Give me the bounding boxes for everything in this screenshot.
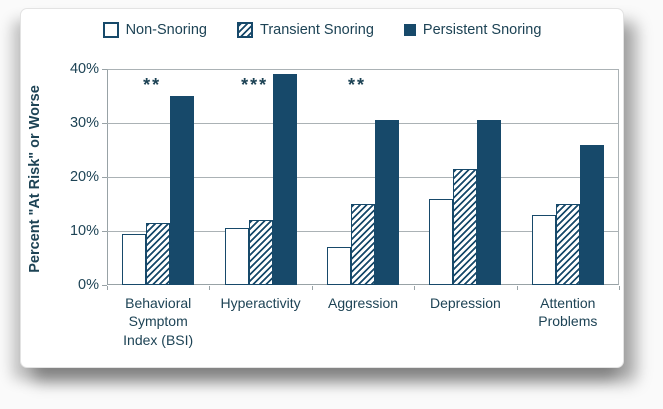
- bar-solid: [477, 120, 502, 285]
- x-tick-mark: [619, 286, 620, 290]
- significance-marker: **: [347, 75, 367, 95]
- legend-marker-hatch-icon: [237, 22, 253, 38]
- x-category-label: Hyperactivity: [220, 295, 301, 311]
- legend-marker-solid-icon: [403, 24, 416, 36]
- y-tick-label: 0%: [78, 277, 99, 293]
- x-category-label: Behavioral Symptom Index (BSI): [123, 295, 194, 348]
- y-tick-label: 40%: [69, 61, 99, 77]
- y-tick-label: 30%: [69, 115, 99, 131]
- bar-outline: [224, 228, 249, 285]
- y-tick-mark: [102, 69, 107, 70]
- chart-container: Non-Snoring Transient Snoring Persistent S…: [20, 8, 624, 368]
- x-category-label: Aggression: [327, 295, 399, 311]
- y-tick-mark: [102, 123, 107, 124]
- x-tick-mark: [209, 286, 211, 290]
- bar-outline: [122, 233, 147, 285]
- x-tick-mark: [311, 286, 313, 290]
- bar-hatch: [555, 204, 580, 285]
- x-category-label: Attention Problems: [538, 295, 598, 330]
- significance-marker: **: [143, 75, 162, 95]
- bar-solid: [170, 96, 195, 285]
- bar-hatch: [453, 168, 478, 285]
- x-tick-mark: [414, 286, 416, 290]
- legend-marker-outline-icon: [102, 22, 119, 38]
- legend-label: Persistent Snoring: [422, 22, 542, 38]
- y-tick-mark: [102, 177, 107, 178]
- bar-outline: [429, 198, 454, 285]
- y-tick-label: 20%: [69, 169, 99, 185]
- x-tick-mark: [516, 286, 518, 290]
- legend-item-hatch: Transient Snoring: [237, 22, 374, 38]
- legend-label: Non-Snoring: [125, 22, 207, 38]
- y-tick-label: 10%: [69, 223, 99, 239]
- x-category-label: Depression: [429, 295, 501, 311]
- y-tick-mark: [102, 285, 107, 286]
- legend-item-outline: Non-Snoring: [102, 22, 207, 38]
- chart-legend: Non-Snoring Transient Snoring Persistent S…: [21, 22, 623, 38]
- bar-solid: [272, 74, 297, 285]
- bar-outline: [531, 214, 556, 285]
- legend-label: Transient Snoring: [260, 22, 374, 38]
- bar-outline: [327, 247, 351, 285]
- x-tick-mark: [107, 286, 108, 290]
- bar-solid: [375, 120, 399, 285]
- significance-marker: ***: [241, 75, 269, 95]
- bar-solid: [579, 144, 604, 285]
- y-gridline: [107, 177, 619, 178]
- legend-item-solid: Persistent Snoring: [403, 22, 542, 38]
- bar-hatch: [146, 222, 171, 285]
- bar-hatch: [351, 204, 375, 285]
- y-gridline: [107, 123, 619, 124]
- y-tick-mark: [102, 231, 107, 232]
- bar-hatch: [248, 220, 273, 285]
